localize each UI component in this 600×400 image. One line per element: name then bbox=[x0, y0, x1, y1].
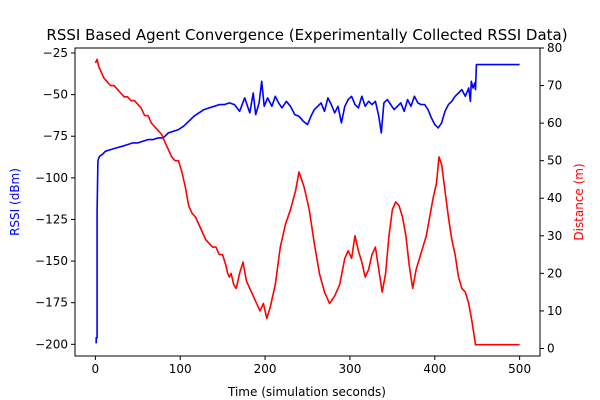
right-y-tick-label: 30 bbox=[547, 229, 562, 243]
rssi-series-line bbox=[95, 63, 520, 344]
x-axis-ticks: 0 100 200 300 400 500 bbox=[92, 356, 531, 376]
left-y-tick-label: −100 bbox=[35, 171, 68, 185]
x-tick-label: 300 bbox=[338, 362, 361, 376]
left-y-tick-label: −75 bbox=[43, 129, 68, 143]
right-y-tick-label: 50 bbox=[547, 154, 562, 168]
left-y-tick-label: −50 bbox=[43, 88, 68, 102]
x-tick-label: 100 bbox=[169, 362, 192, 376]
right-y-tick-label: 60 bbox=[547, 116, 562, 130]
right-y-tick-label: 20 bbox=[547, 266, 562, 280]
plot-lines bbox=[94, 58, 520, 346]
left-y-axis-ticks: −25 −50 −75 −100 −125 −150 −175 −200 bbox=[35, 46, 75, 351]
x-tick-label: 0 bbox=[92, 362, 100, 376]
x-tick-label: 200 bbox=[254, 362, 277, 376]
right-y-tick-label: 40 bbox=[547, 191, 562, 205]
left-y-tick-label: −200 bbox=[35, 337, 68, 351]
left-y-axis-label: RSSI (dBm) bbox=[8, 168, 22, 236]
chart-title: RSSI Based Agent Convergence (Experiment… bbox=[46, 26, 567, 44]
left-y-tick-label: −125 bbox=[35, 212, 68, 226]
x-axis-label: Time (simulation seconds) bbox=[227, 385, 386, 399]
x-tick-label: 400 bbox=[423, 362, 446, 376]
right-y-axis-ticks: 0 10 20 30 40 50 60 70 80 bbox=[540, 41, 562, 355]
right-y-tick-label: 80 bbox=[547, 41, 562, 55]
right-y-tick-label: 10 bbox=[547, 304, 562, 318]
left-y-tick-label: −150 bbox=[35, 254, 68, 268]
right-y-tick-label: 0 bbox=[547, 341, 555, 355]
right-y-axis-label: Distance (m) bbox=[572, 163, 586, 240]
left-y-tick-label: −25 bbox=[43, 46, 68, 60]
plot-frame bbox=[74, 47, 541, 357]
x-tick-label: 500 bbox=[508, 362, 531, 376]
right-y-tick-label: 70 bbox=[547, 79, 562, 93]
distance-series-line bbox=[94, 58, 520, 346]
left-y-tick-label: −175 bbox=[35, 296, 68, 310]
